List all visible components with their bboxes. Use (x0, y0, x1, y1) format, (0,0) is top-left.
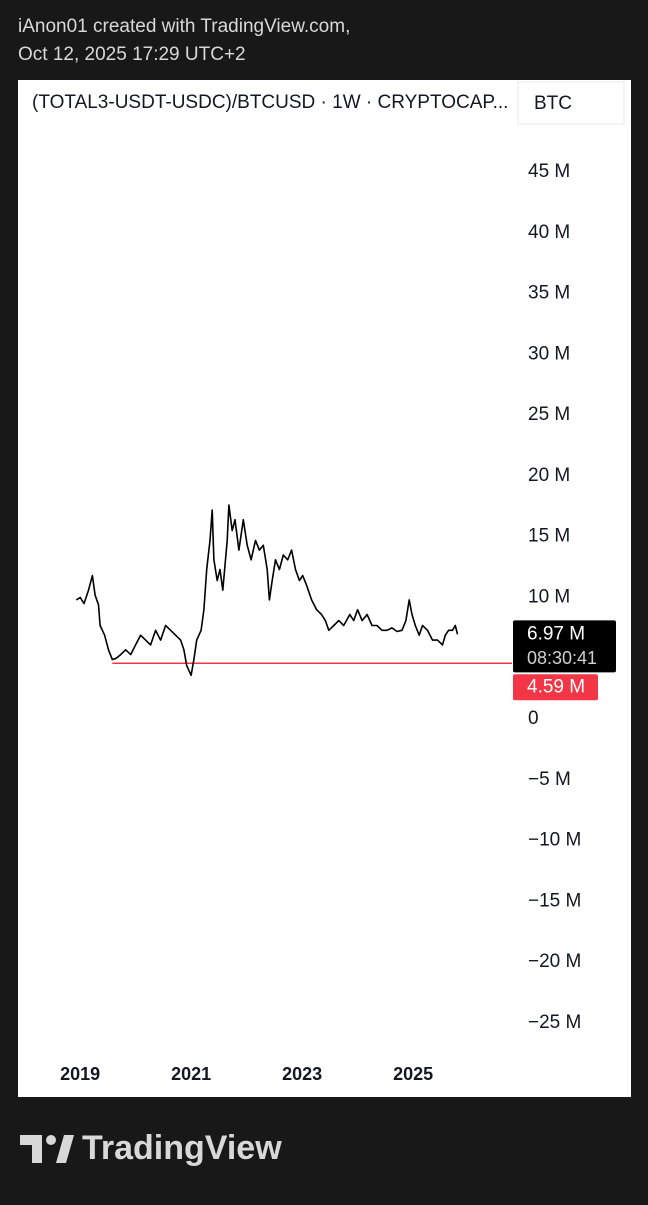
header-line: Oct 12, 2025 17:29 UTC+2 (18, 44, 246, 65)
logo-shape (56, 1135, 74, 1163)
brand-name: TradingView (82, 1129, 282, 1167)
chart-title: (TOTAL3-USDT-USDC)/BTCUSD · 1W · CRYPTOC… (32, 92, 508, 113)
currency-label[interactable]: BTC (534, 93, 572, 114)
plot-area (75, 504, 512, 677)
last-price-box (513, 620, 616, 673)
y-tick-label: −25 M (528, 1012, 581, 1033)
y-tick-label: 35 M (528, 283, 570, 304)
y-tick-label: −15 M (528, 890, 581, 911)
logo (20, 1135, 74, 1163)
support-label-box (513, 674, 598, 701)
y-tick-label: −5 M (528, 769, 571, 790)
y-tick-label: 40 M (528, 222, 570, 243)
x-tick-label: 2025 (393, 1064, 433, 1084)
y-tick-label: −20 M (528, 951, 581, 972)
x-tick-label: 2021 (171, 1064, 211, 1084)
header-line: iAnon01 created with TradingView.com, (18, 16, 350, 37)
countdown-label: 08:30:41 (527, 648, 597, 668)
logo-shape (46, 1135, 56, 1145)
y-tick-label: 30 M (528, 343, 570, 364)
price-line (75, 504, 459, 677)
last-price-label: 6.97 M (527, 623, 585, 644)
x-tick-label: 2019 (60, 1064, 100, 1084)
y-tick-label: 10 M (528, 587, 570, 608)
logo-shape (32, 1135, 42, 1163)
y-tick-label: 45 M (528, 161, 570, 182)
y-tick-label: 25 M (528, 404, 570, 425)
chart-panel (18, 80, 631, 1097)
logo-shape (20, 1135, 42, 1145)
y-tick-label: 15 M (528, 526, 570, 547)
y-tick-label: 20 M (528, 465, 570, 486)
x-tick-label: 2023 (282, 1064, 322, 1084)
y-tick-label: −10 M (528, 830, 581, 851)
currency-box[interactable] (517, 81, 625, 125)
y-tick-label: 0 (528, 708, 539, 729)
support-label: 4.59 M (527, 676, 585, 697)
